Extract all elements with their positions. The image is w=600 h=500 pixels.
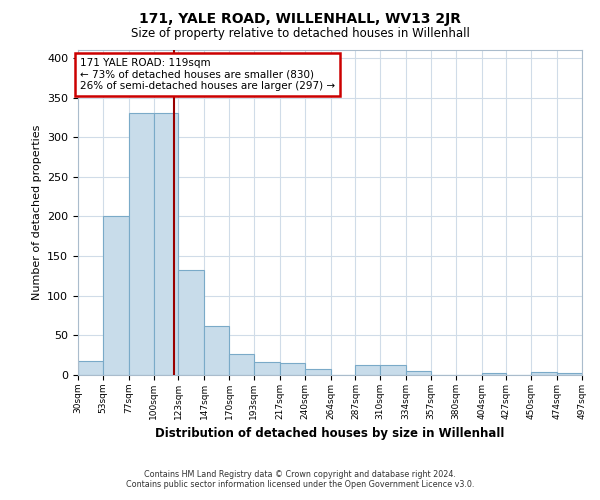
Bar [280,363,305,375]
Bar [78,360,103,375]
Text: Size of property relative to detached houses in Willenhall: Size of property relative to detached ho… [131,28,469,40]
X-axis label: Distribution of detached houses by size in Willenhall: Distribution of detached houses by size … [155,428,505,440]
Bar [154,114,178,375]
Bar [204,326,229,375]
Bar [305,368,331,375]
Text: Contains HM Land Registry data © Crown copyright and database right 2024.
Contai: Contains HM Land Registry data © Crown c… [126,470,474,489]
Bar [229,354,254,375]
Bar [557,372,582,375]
Bar [103,216,129,375]
Text: 171 YALE ROAD: 119sqm
← 73% of detached houses are smaller (830)
26% of semi-det: 171 YALE ROAD: 119sqm ← 73% of detached … [80,58,335,91]
Text: 171, YALE ROAD, WILLENHALL, WV13 2JR: 171, YALE ROAD, WILLENHALL, WV13 2JR [139,12,461,26]
Bar [406,371,431,375]
Bar [129,114,154,375]
Y-axis label: Number of detached properties: Number of detached properties [32,125,41,300]
Bar [178,270,204,375]
Bar [355,364,380,375]
Bar [254,362,280,375]
Bar [380,364,406,375]
Bar [482,374,506,375]
Bar [531,372,557,375]
